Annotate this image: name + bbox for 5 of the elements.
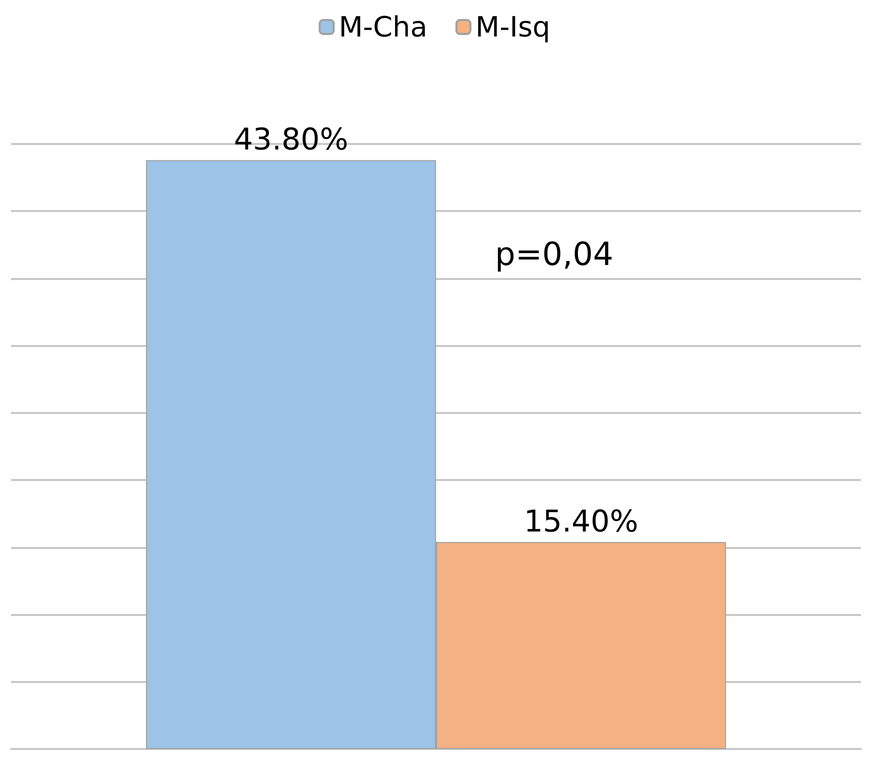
data-label: 43.80%	[234, 122, 348, 158]
data-label: 15.40%	[524, 504, 638, 540]
legend-label: M-Cha	[338, 10, 428, 44]
annotation: p=0,04	[495, 235, 614, 273]
legend-label: M-Isq	[475, 10, 550, 44]
